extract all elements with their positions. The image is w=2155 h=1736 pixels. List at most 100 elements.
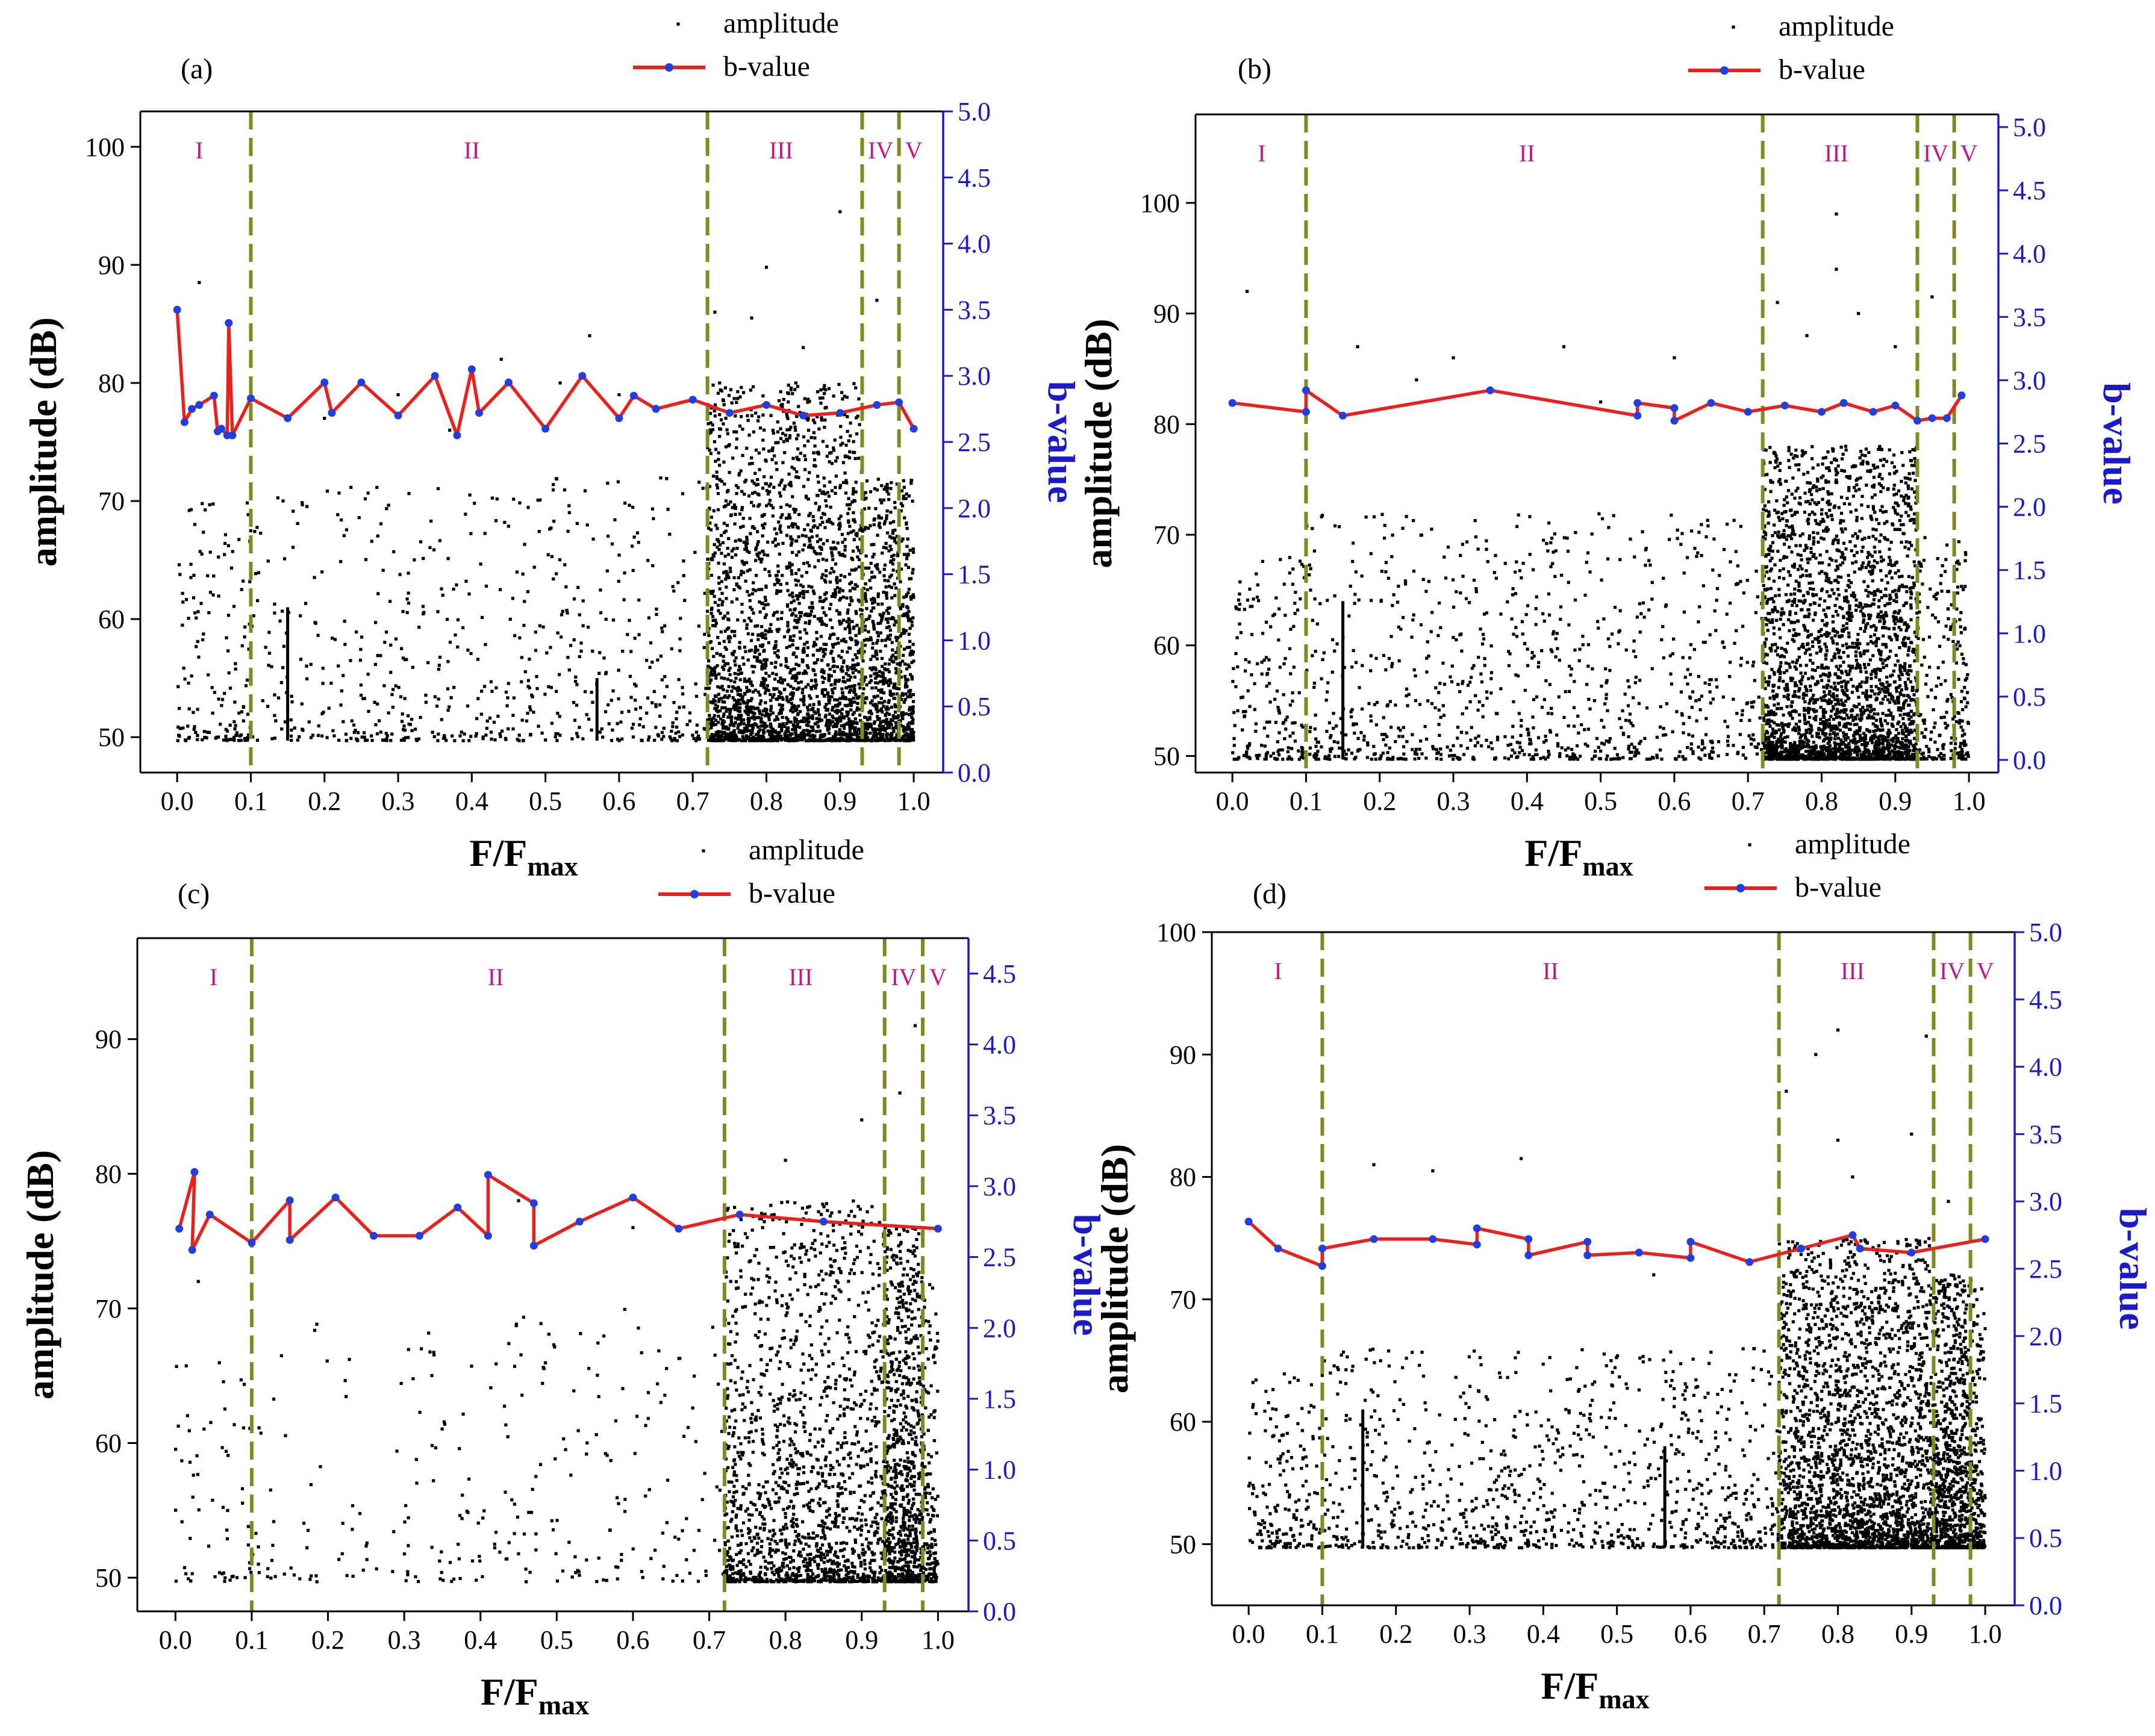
amplitude-point <box>1402 726 1405 729</box>
amplitude-point <box>754 548 758 552</box>
amplitude-point <box>840 687 844 691</box>
amplitude-point <box>709 515 713 519</box>
amplitude-point <box>750 697 753 700</box>
amplitude-point <box>750 729 754 732</box>
amplitude-point <box>790 541 794 545</box>
amplitude-point <box>722 422 725 426</box>
amplitude-point <box>1479 672 1483 676</box>
x-tick-label: 0.8 <box>750 786 783 816</box>
amplitude-point <box>1236 665 1240 669</box>
amplitude-point <box>885 517 888 520</box>
amplitude-point <box>763 658 767 662</box>
amplitude-point <box>795 415 799 418</box>
amplitude-point <box>1597 626 1600 630</box>
amplitude-point <box>801 590 805 593</box>
amplitude-point <box>1410 635 1414 639</box>
amplitude-point <box>1546 755 1550 759</box>
amplitude-point <box>390 692 394 697</box>
amplitude-point <box>270 737 274 741</box>
amplitude-point <box>874 681 878 685</box>
amplitude-point <box>805 571 808 574</box>
amplitude-point <box>841 676 846 679</box>
amplitude-point <box>847 622 851 626</box>
amplitude-point <box>756 505 760 508</box>
amplitude-point <box>726 546 729 550</box>
amplitude-point <box>1632 745 1636 749</box>
amplitude-point <box>1444 576 1448 580</box>
amplitude-point <box>800 658 804 662</box>
amplitude-point <box>778 491 782 495</box>
amplitude-point <box>803 527 806 532</box>
amplitude-point <box>785 534 789 537</box>
amplitude-point <box>632 535 636 539</box>
amplitude-point <box>723 700 726 704</box>
amplitude-point <box>881 671 884 674</box>
amplitude-point <box>822 694 826 697</box>
amplitude-point <box>752 588 755 591</box>
amplitude-point <box>784 657 788 661</box>
amplitude-point <box>726 611 729 615</box>
amplitude-point <box>1401 526 1405 530</box>
amplitude-point <box>868 680 872 684</box>
amplitude-point <box>1271 751 1275 755</box>
amplitude-point <box>904 681 908 685</box>
amplitude-point <box>758 633 762 636</box>
amplitude-point <box>841 738 844 742</box>
amplitude-point <box>469 735 473 738</box>
amplitude-point <box>198 281 201 284</box>
amplitude-point <box>633 682 637 686</box>
amplitude-point <box>1473 744 1477 748</box>
amplitude-point <box>907 739 911 742</box>
amplitude-point <box>888 692 893 696</box>
amplitude-point <box>716 735 720 739</box>
amplitude-point <box>1708 690 1712 694</box>
amplitude-point <box>606 534 610 538</box>
amplitude-point <box>911 708 915 712</box>
amplitude-point <box>1660 638 1664 641</box>
amplitude-point <box>759 560 763 564</box>
amplitude-point <box>902 596 906 599</box>
amplitude-point <box>428 546 432 550</box>
amplitude-point <box>1528 742 1532 745</box>
amplitude-point <box>1542 756 1545 759</box>
amplitude-point <box>461 739 465 742</box>
amplitude-point <box>305 664 308 668</box>
amplitude-point <box>1374 656 1378 661</box>
amplitude-point <box>1313 597 1317 601</box>
amplitude-point <box>708 521 712 525</box>
amplitude-point <box>888 637 891 641</box>
amplitude-point <box>376 702 379 706</box>
amplitude-point <box>1231 680 1235 683</box>
amplitude-point <box>888 544 892 548</box>
amplitude-point <box>1337 754 1341 758</box>
amplitude-point <box>1286 757 1290 761</box>
amplitude-point <box>889 736 893 739</box>
amplitude-point <box>1711 750 1715 754</box>
amplitude-point <box>798 630 802 634</box>
amplitude-point <box>857 565 861 569</box>
amplitude-point <box>1534 623 1538 626</box>
amplitude-point <box>1627 719 1631 723</box>
amplitude-point <box>759 699 763 703</box>
amplitude-point <box>224 727 228 731</box>
amplitude-point <box>1494 576 1498 580</box>
amplitude-point <box>631 735 635 739</box>
amplitude-point <box>1686 668 1689 671</box>
amplitude-point <box>795 621 799 624</box>
amplitude-point <box>1710 756 1714 760</box>
amplitude-point <box>901 659 905 663</box>
amplitude-point <box>745 561 749 565</box>
b-value-marker <box>688 396 697 404</box>
amplitude-point <box>788 635 792 639</box>
amplitude-point <box>775 532 779 535</box>
amplitude-point <box>1544 757 1547 761</box>
amplitude-point <box>737 538 741 542</box>
amplitude-point <box>1549 541 1553 544</box>
amplitude-point <box>256 599 260 603</box>
amplitude-point <box>781 541 785 545</box>
amplitude-point <box>723 706 727 709</box>
amplitude-point <box>829 652 833 655</box>
amplitude-point <box>359 694 363 697</box>
amplitude-point <box>723 695 726 699</box>
amplitude-point <box>1399 729 1402 732</box>
